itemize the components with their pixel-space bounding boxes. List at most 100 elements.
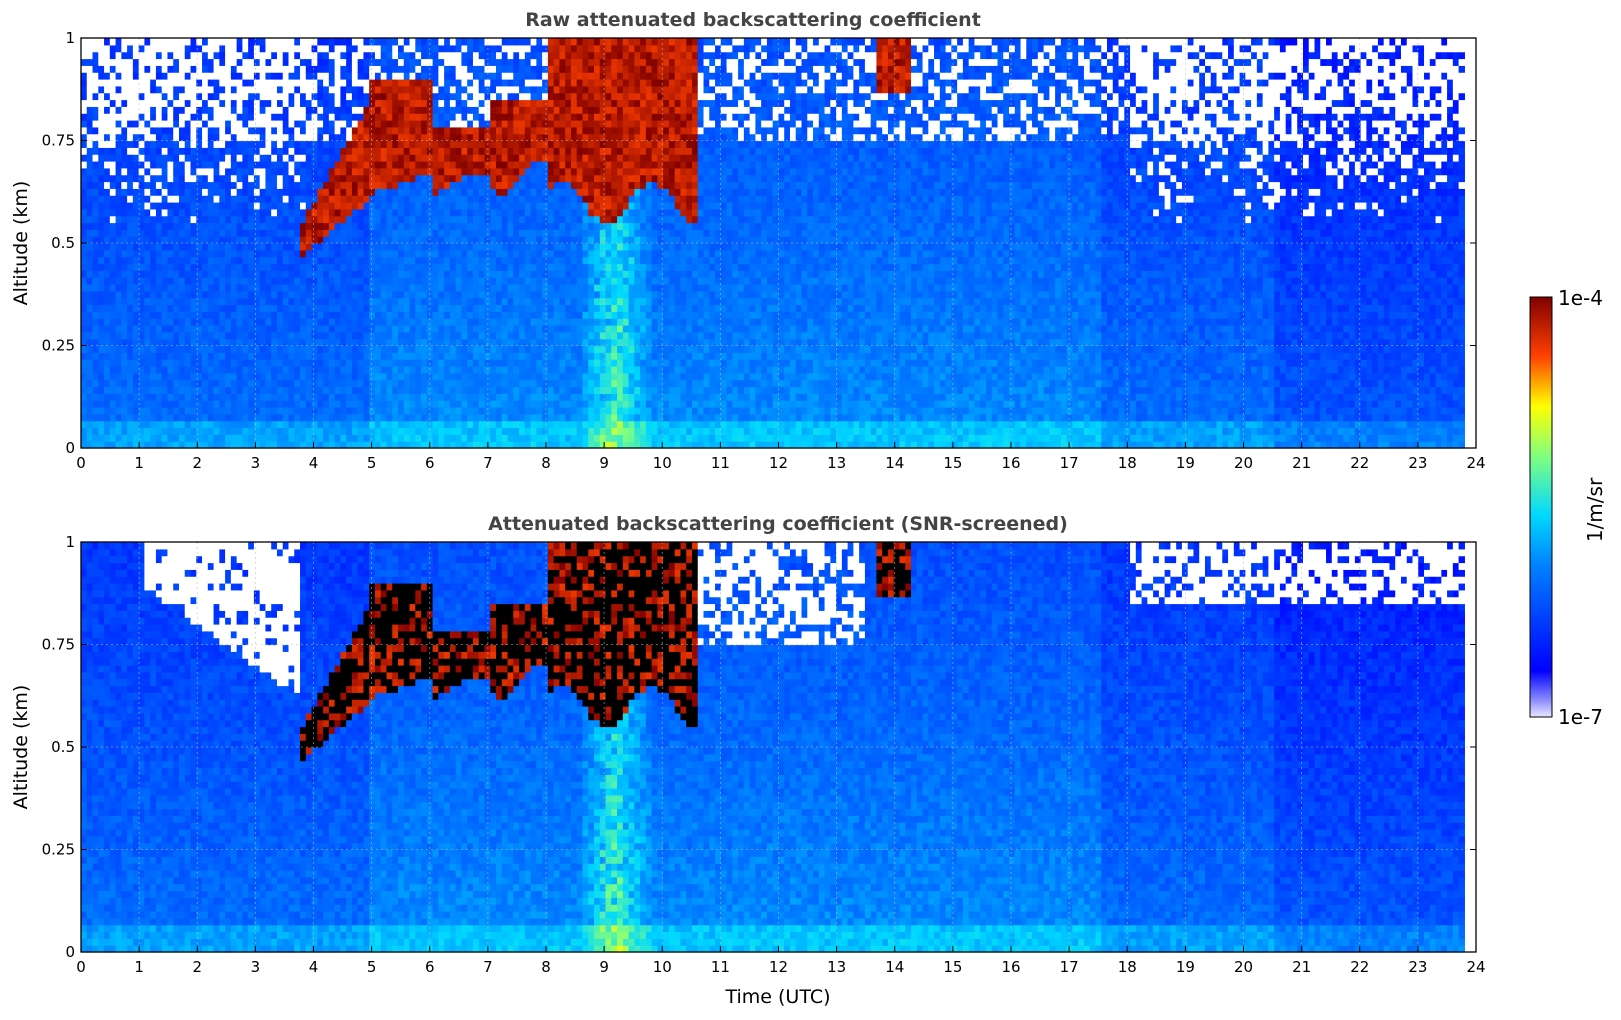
heatmap-cell [121,243,127,250]
heatmap-cell [104,393,110,400]
heatmap-cell [173,325,179,332]
heatmap-cell [173,127,179,134]
heatmap-cell [144,291,150,298]
heatmap-cell [110,120,116,127]
heatmap-cell [133,168,139,175]
heatmap-cell [173,216,179,223]
heatmap-cell [127,100,133,107]
heatmap-cell [87,93,93,100]
figure-canvas: Raw attenuated backscattering coefficien… [0,0,1621,1020]
heatmap-cell [104,188,110,195]
heatmap-cell [150,93,156,100]
heatmap-cell [121,52,127,59]
heatmap-cell [162,216,168,223]
heatmap-cell [150,127,156,134]
heatmap-cell [116,298,122,305]
heatmap-cell [81,223,87,230]
heatmap-cell [93,72,99,79]
heatmap-cell [127,59,133,66]
heatmap-cell [144,366,150,373]
heatmap-cell [93,257,99,264]
heatmap-cell [98,127,104,134]
heatmap-cell [116,168,122,175]
heatmap-cell [127,270,133,277]
heatmap-cell [98,387,104,394]
heatmap-cell [162,243,168,250]
heatmap-cell [173,373,179,380]
heatmap-cell [144,141,150,148]
heatmap-cell [144,52,150,59]
heatmap-cell [133,79,139,86]
heatmap-cell [144,195,150,202]
heatmap-cell [150,352,156,359]
heatmap-cell [81,318,87,325]
heatmap-cell [121,59,127,66]
heatmap-cell [167,305,173,312]
heatmap-cell [98,161,104,168]
heatmap-cell [133,366,139,373]
heatmap-cell [104,373,110,380]
heatmap-cell [127,175,133,182]
heatmap-cell [156,434,162,441]
heatmap-cell [87,311,93,318]
heatmap-cell [139,229,145,236]
heatmap-cell [110,100,116,107]
heatmap-cell [167,209,173,216]
heatmap-cell [104,407,110,414]
heatmap-cell [144,236,150,243]
heatmap-cell [127,147,133,154]
heatmap-cell [127,120,133,127]
heatmap-cell [173,182,179,189]
heatmap-cell [98,380,104,387]
heatmap-cell [93,175,99,182]
heatmap-cell [139,236,145,243]
heatmap-cell [133,277,139,284]
heatmap-cell [144,202,150,209]
heatmap-cell [110,352,116,359]
heatmap-cell [98,120,104,127]
heatmap-cell [150,229,156,236]
heatmap-cell [87,127,93,134]
heatmap-cell [156,141,162,148]
heatmap-cell [133,393,139,400]
heatmap-cell [139,45,145,52]
heatmap-cell [167,236,173,243]
heatmap-cell [133,154,139,161]
heatmap-cell [144,250,150,257]
heatmap-cell [167,380,173,387]
heatmap-cell [150,257,156,264]
heatmap-cell [133,182,139,189]
heatmap-cell [104,236,110,243]
heatmap-cell [127,305,133,312]
heatmap-cell [98,38,104,45]
heatmap-cell [150,141,156,148]
heatmap-cell [81,277,87,284]
heatmap-cell [167,182,173,189]
heatmap-cell [144,400,150,407]
heatmap-cell [87,277,93,284]
heatmap-cell [139,393,145,400]
heatmap-cell [81,168,87,175]
heatmap-cell [98,113,104,120]
heatmap-cell [116,352,122,359]
heatmap-cell [98,188,104,195]
heatmap-cell [167,366,173,373]
heatmap-cell [139,359,145,366]
heatmap-cell [162,86,168,93]
heatmap-cell [121,352,127,359]
heatmap-cell [81,284,87,291]
heatmap-cell [116,332,122,339]
heatmap-cell [173,366,179,373]
heatmap-cell [121,428,127,435]
heatmap-cell [98,52,104,59]
heatmap-cell [110,414,116,421]
heatmap-cell [139,284,145,291]
heatmap-cell [150,366,156,373]
heatmap-cell [156,298,162,305]
heatmap-cell [98,270,104,277]
heatmap-cell [81,106,87,113]
heatmap-cell [81,127,87,134]
heatmap-cell [104,311,110,318]
heatmap-cell [144,182,150,189]
heatmap-cell [87,332,93,339]
